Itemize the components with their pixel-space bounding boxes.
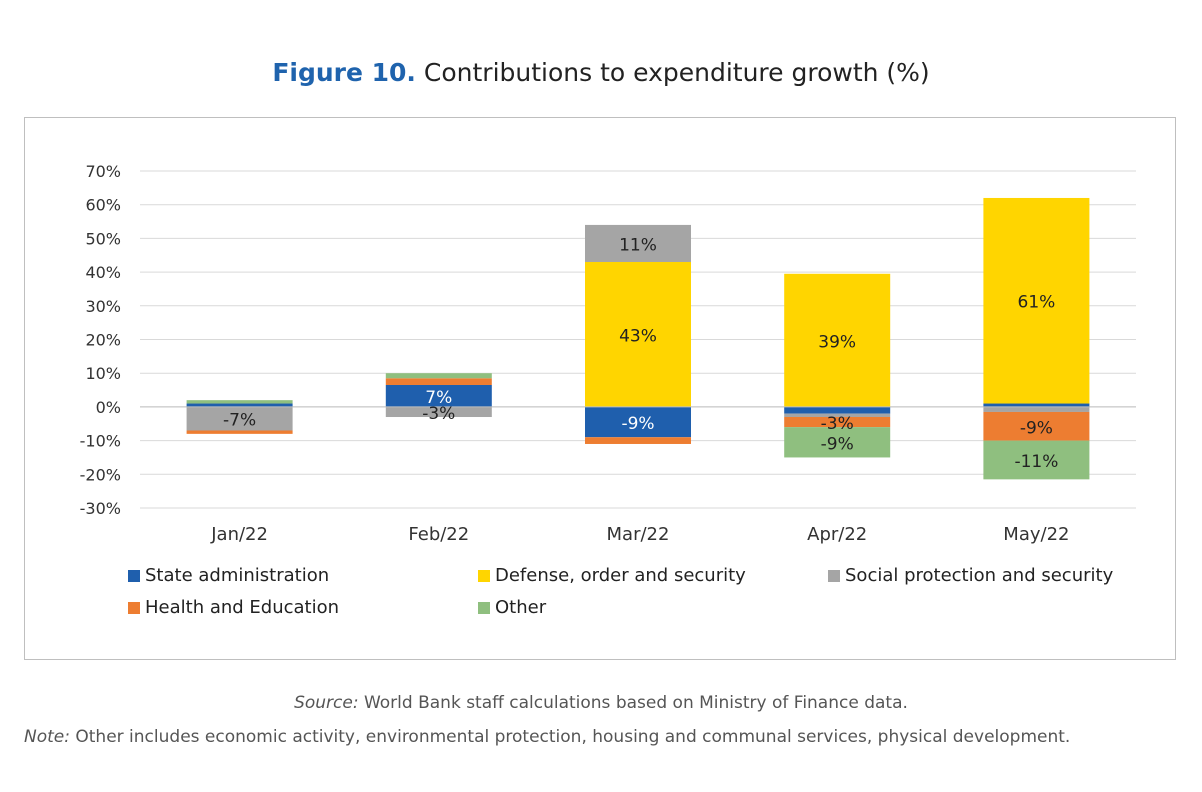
y-tick-label: 70% bbox=[85, 162, 121, 181]
bar-segment-defense-order-and-security bbox=[784, 273, 891, 407]
y-tick-label: 60% bbox=[85, 196, 121, 215]
bar-segment-state-administration bbox=[585, 406, 691, 438]
x-tick-label: Feb/22 bbox=[408, 524, 469, 545]
y-tick-label: 30% bbox=[85, 297, 121, 316]
bar-segment-health-and-education bbox=[983, 411, 1090, 441]
data-label: -9% bbox=[1020, 418, 1053, 438]
data-label: 43% bbox=[619, 326, 657, 346]
bar-segment-social-protection-and-security bbox=[983, 406, 1090, 412]
y-tick-label: 40% bbox=[85, 263, 121, 282]
bar-segment-social-protection-and-security bbox=[186, 406, 293, 431]
bar-segment-other bbox=[983, 440, 1090, 480]
note-label: Note: bbox=[24, 727, 70, 747]
x-tick-label: Mar/22 bbox=[607, 524, 670, 545]
y-tick-label: 20% bbox=[85, 331, 121, 350]
bar-segment-health-and-education bbox=[585, 437, 691, 444]
bar-segment-social-protection-and-security bbox=[585, 224, 691, 262]
bar-segment-state-administration bbox=[983, 403, 1090, 407]
y-tick-label: 10% bbox=[85, 364, 121, 383]
figure-title: Figure 10. Contributions to expenditure … bbox=[0, 58, 1202, 87]
y-tick-label: 50% bbox=[85, 229, 121, 248]
bar-segment-social-protection-and-security bbox=[385, 406, 492, 418]
bar-segment-health-and-education bbox=[385, 378, 492, 385]
data-label: -11% bbox=[1014, 452, 1058, 472]
figure-title-text: Contributions to expenditure growth (%) bbox=[423, 58, 930, 87]
chart-frame bbox=[24, 117, 1176, 660]
x-tick-label: Jan/22 bbox=[210, 524, 268, 545]
y-tick-label: -20% bbox=[80, 465, 121, 484]
data-label: -3% bbox=[422, 404, 455, 424]
data-label: -7% bbox=[223, 411, 256, 431]
y-tick-label: -30% bbox=[80, 499, 121, 518]
source-text: World Bank staff calculations based on M… bbox=[358, 693, 908, 713]
legend-label-social-protection-and-security: Social protection and security bbox=[845, 565, 1114, 586]
data-label: -9% bbox=[621, 414, 654, 434]
data-label: -3% bbox=[821, 414, 854, 434]
note-text: Other includes economic activity, enviro… bbox=[69, 727, 1071, 747]
legend-swatch-social-protection-and-security bbox=[828, 570, 840, 582]
bar-segment-state-administration bbox=[186, 403, 293, 407]
bar-segment-state-administration bbox=[385, 384, 492, 407]
y-tick-label: 0% bbox=[96, 398, 121, 417]
data-label: 61% bbox=[1018, 293, 1056, 313]
bar-segment-other bbox=[186, 400, 293, 404]
source-label: Source: bbox=[294, 693, 359, 713]
legend-swatch-state-administration bbox=[128, 570, 140, 582]
source-note: Source: World Bank staff calculations ba… bbox=[0, 693, 1202, 713]
y-tick-label: -10% bbox=[80, 432, 121, 451]
legend-label-other: Other bbox=[495, 597, 547, 618]
footnote: Note: Other includes economic activity, … bbox=[24, 727, 1202, 747]
legend-swatch-health-and-education bbox=[128, 602, 140, 614]
bar-segment-social-protection-and-security bbox=[784, 413, 891, 418]
legend-swatch-defense-order-and-security bbox=[478, 570, 490, 582]
data-label: -9% bbox=[821, 434, 854, 454]
bar-segment-state-administration bbox=[784, 406, 891, 414]
legend-label-defense-order-and-security: Defense, order and security bbox=[495, 565, 746, 586]
data-label: 11% bbox=[619, 235, 657, 255]
bar-segment-health-and-education bbox=[784, 417, 891, 428]
bar-segment-other bbox=[784, 427, 891, 458]
x-tick-label: Apr/22 bbox=[807, 524, 867, 545]
legend-swatch-other bbox=[478, 602, 490, 614]
data-label: 7% bbox=[425, 388, 452, 408]
legend-label-state-administration: State administration bbox=[145, 565, 329, 586]
bar-segment-defense-order-and-security bbox=[983, 197, 1090, 404]
bar-segment-defense-order-and-security bbox=[585, 261, 691, 407]
bar-segment-health-and-education bbox=[186, 430, 293, 434]
bar-segment-other bbox=[385, 373, 492, 379]
x-tick-label: May/22 bbox=[1003, 524, 1069, 545]
legend-label-health-and-education: Health and Education bbox=[145, 597, 339, 618]
figure-label: Figure 10. bbox=[272, 58, 416, 87]
data-label: 39% bbox=[818, 332, 856, 352]
